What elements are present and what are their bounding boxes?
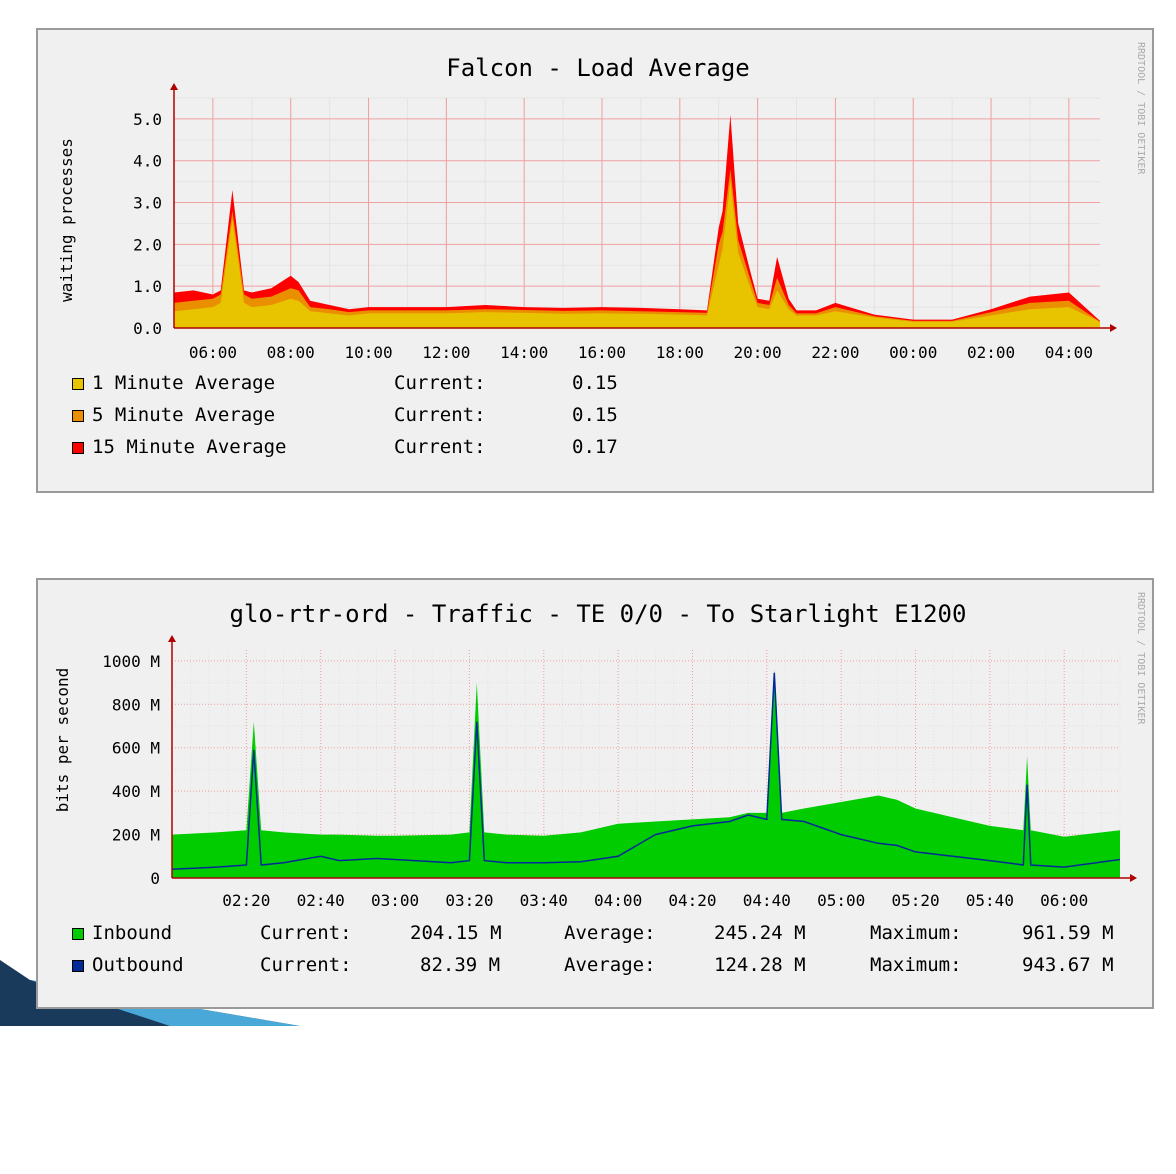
legend-swatch-15min bbox=[72, 442, 84, 454]
x-tick-label: 20:00 bbox=[734, 343, 782, 362]
legend-current-value: 0.17 bbox=[572, 436, 618, 458]
y-tick-label: 1000 M bbox=[102, 652, 160, 671]
traffic-graph-panel: glo-rtr-ord - Traffic - TE 0/0 - To Star… bbox=[36, 578, 1154, 1009]
legend-row-1min: 1 Minute Average Current: 0.15 bbox=[72, 372, 618, 396]
legend-current-value: 0.15 bbox=[572, 372, 618, 394]
y-axis-label: bits per second bbox=[53, 668, 72, 813]
legend-current-label: Current: bbox=[394, 436, 486, 458]
x-tick-label: 16:00 bbox=[578, 343, 626, 362]
x-tick-label: 02:40 bbox=[297, 891, 345, 910]
y-tick-label: 0 bbox=[150, 869, 160, 888]
y-tick-label: 800 M bbox=[112, 695, 160, 714]
grid bbox=[173, 97, 1100, 328]
x-tick-label: 02:00 bbox=[967, 343, 1015, 362]
x-tick-label: 02:20 bbox=[222, 891, 270, 910]
traffic-chart: glo-rtr-ord - Traffic - TE 0/0 - To Star… bbox=[53, 592, 1146, 910]
x-tick-label: 18:00 bbox=[656, 343, 704, 362]
legend-current-value: 82.39 M bbox=[420, 954, 501, 976]
x-tick-label: 03:00 bbox=[371, 891, 419, 910]
legend-row-outbound: Outbound Current: 82.39 M Average: 124.2… bbox=[72, 954, 1114, 978]
y-tick-labels: 0.0 1.0 2.0 3.0 4.0 5.0 bbox=[133, 110, 162, 338]
legend-current-label: Current: bbox=[394, 372, 486, 394]
x-tick-label: 04:00 bbox=[1045, 343, 1093, 362]
x-tick-label: 05:00 bbox=[817, 891, 865, 910]
x-tick-labels: 06:00 08:00 10:00 12:00 14:00 16:00 18:00 20:00… bbox=[189, 343, 1093, 362]
series-areas bbox=[174, 114, 1100, 328]
legend-swatch-outbound bbox=[72, 960, 84, 972]
legend-row-inbound: Inbound Current: 204.15 M Average: 245.2… bbox=[72, 922, 1114, 946]
legend-current-value: 204.15 M bbox=[410, 922, 502, 944]
series-areas bbox=[171, 669, 1121, 878]
x-tick-label: 04:20 bbox=[668, 891, 716, 910]
legend-maximum-value: 943.67 M bbox=[1022, 954, 1114, 976]
y-axis-arrow bbox=[168, 635, 176, 642]
legend-current-label: Current: bbox=[260, 954, 352, 976]
y-tick-label: 5.0 bbox=[133, 110, 162, 129]
x-axis-arrow bbox=[1130, 874, 1137, 882]
chart-title: Falcon - Load Average bbox=[446, 54, 749, 82]
y-tick-label: 1.0 bbox=[133, 277, 162, 296]
y-tick-label: 2.0 bbox=[133, 235, 162, 254]
legend-series-name: Outbound bbox=[92, 954, 184, 976]
series-area-15-minute-average bbox=[174, 114, 1100, 328]
series-area-1-minute-average bbox=[174, 181, 1100, 328]
rrdtool-watermark: RRDTOOL / TOBI OETIKER bbox=[1135, 592, 1146, 725]
legend-swatch-5min bbox=[72, 410, 84, 422]
y-axis-label: waiting processes bbox=[57, 138, 76, 302]
axes bbox=[168, 635, 1137, 882]
y-axis-arrow bbox=[170, 83, 178, 90]
axes bbox=[170, 83, 1117, 332]
legend-series-name: Inbound bbox=[92, 922, 173, 944]
x-tick-label: 12:00 bbox=[422, 343, 470, 362]
legend-series-name: 1 Minute Average bbox=[92, 372, 276, 394]
legend-swatch-inbound bbox=[72, 928, 84, 940]
legend-maximum-label: Maximum: bbox=[870, 954, 962, 976]
x-tick-label: 05:20 bbox=[891, 891, 939, 910]
chart-title: glo-rtr-ord - Traffic - TE 0/0 - To Star… bbox=[230, 600, 967, 628]
legend-average-label: Average: bbox=[564, 922, 656, 944]
legend-current-label: Current: bbox=[260, 922, 352, 944]
series-area-inbound bbox=[172, 669, 1120, 878]
x-tick-label: 03:40 bbox=[520, 891, 568, 910]
y-tick-label: 400 M bbox=[112, 782, 160, 801]
x-tick-label: 04:40 bbox=[743, 891, 791, 910]
legend-current-label: Current: bbox=[394, 404, 486, 426]
load-average-graph-panel: Falcon - Load Average waiting processes … bbox=[36, 28, 1154, 493]
legend-maximum-label: Maximum: bbox=[870, 922, 962, 944]
legend-maximum-value: 961.59 M bbox=[1022, 922, 1114, 944]
x-tick-label: 04:00 bbox=[594, 891, 642, 910]
x-tick-label: 08:00 bbox=[267, 343, 315, 362]
series-line-outbound bbox=[171, 672, 1121, 871]
legend-average-label: Average: bbox=[564, 954, 656, 976]
y-tick-label: 200 M bbox=[112, 826, 160, 845]
x-tick-label: 14:00 bbox=[500, 343, 548, 362]
legend-series-name: 15 Minute Average bbox=[92, 436, 287, 458]
x-tick-label: 06:00 bbox=[1040, 891, 1088, 910]
legend-row-5min: 5 Minute Average Current: 0.15 bbox=[72, 404, 618, 428]
x-tick-label: 10:00 bbox=[344, 343, 392, 362]
x-tick-label: 05:40 bbox=[966, 891, 1014, 910]
rrdtool-watermark: RRDTOOL / TOBI OETIKER bbox=[1135, 42, 1146, 175]
y-tick-label: 4.0 bbox=[133, 152, 162, 171]
legend-current-value: 0.15 bbox=[572, 404, 618, 426]
x-tick-label: 22:00 bbox=[811, 343, 859, 362]
x-tick-label: 06:00 bbox=[189, 343, 237, 362]
y-tick-label: 600 M bbox=[112, 739, 160, 758]
load-average-chart: Falcon - Load Average waiting processes … bbox=[57, 42, 1146, 362]
legend-row-15min: 15 Minute Average Current: 0.17 bbox=[72, 436, 618, 460]
legend-swatch-1min bbox=[72, 378, 84, 390]
y-tick-label: 0.0 bbox=[133, 319, 162, 338]
legend-average-value: 124.28 M bbox=[714, 954, 806, 976]
x-tick-labels: 02:20 02:40 03:00 03:20 03:40 04:00 04:20 04:40… bbox=[222, 891, 1088, 910]
x-tick-label: 03:20 bbox=[445, 891, 493, 910]
legend-series-name: 5 Minute Average bbox=[92, 404, 276, 426]
y-tick-label: 3.0 bbox=[133, 194, 162, 213]
y-tick-labels: 0 200 M 400 M 600 M 800 M 1000 M bbox=[102, 652, 160, 888]
x-axis-arrow bbox=[1110, 324, 1117, 332]
legend-average-value: 245.24 M bbox=[714, 922, 806, 944]
x-tick-label: 00:00 bbox=[889, 343, 937, 362]
